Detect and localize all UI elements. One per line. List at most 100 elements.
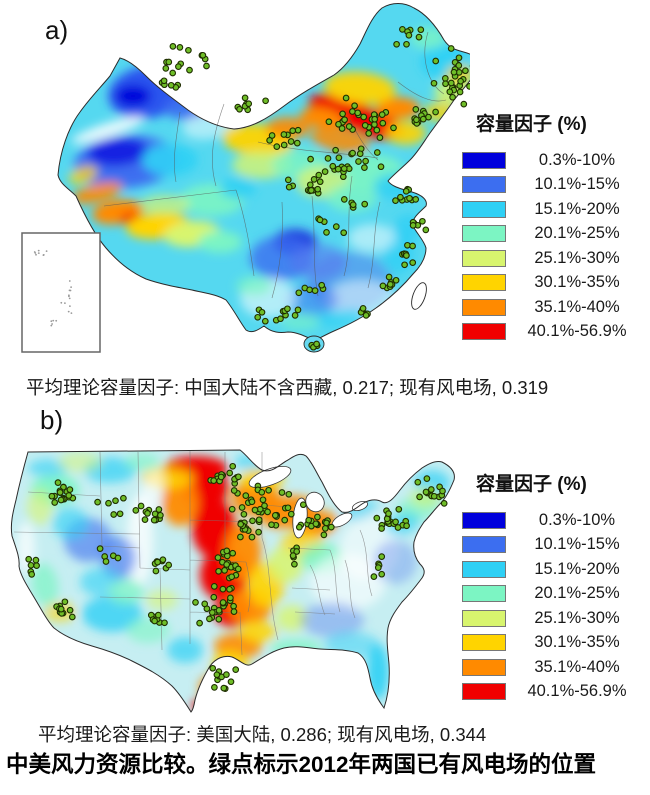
wind-farm-dot bbox=[242, 492, 250, 499]
wind-farm-dot bbox=[351, 102, 358, 110]
wind-farm-dot bbox=[226, 469, 234, 477]
legend-rows: 0.3%-10% 10.1%-15% 15.1%-20% 20.1%-25% 25.1%… bbox=[462, 148, 648, 344]
wind-farm-dot bbox=[415, 33, 423, 41]
capacity-factor-blob bbox=[115, 85, 151, 107]
wind-farm-dot bbox=[159, 556, 167, 564]
wind-farm-dot bbox=[211, 684, 218, 691]
legend-row: 30.1%-35% bbox=[462, 631, 648, 656]
wind-farm-dot bbox=[151, 617, 158, 625]
wind-farm-dot bbox=[223, 547, 231, 555]
wind-farm-dot bbox=[378, 111, 386, 118]
wind-farm-dot bbox=[323, 229, 330, 236]
wind-farm-dot bbox=[455, 62, 463, 69]
wind-farm-dot bbox=[334, 165, 342, 173]
wind-farm-dot bbox=[65, 492, 73, 499]
capacity-factor-blob bbox=[58, 452, 102, 472]
wind-farm-dot bbox=[285, 490, 293, 498]
legend-row: 15.1%-20% bbox=[462, 197, 648, 222]
wind-farm-dot bbox=[264, 508, 271, 516]
wind-farm-dot bbox=[379, 282, 387, 290]
legend-swatch bbox=[462, 511, 506, 529]
figure-title: 中美风力资源比较。绿点标示2012年两国已有风电场的位置 bbox=[6, 752, 597, 777]
capacity-factor-blob bbox=[348, 224, 396, 252]
wind-farm-dot bbox=[154, 611, 162, 619]
wind-farm-dot bbox=[460, 100, 468, 108]
legend-swatch bbox=[462, 585, 506, 603]
wind-farm-dot bbox=[321, 168, 329, 175]
wind-farm-dot bbox=[403, 40, 410, 48]
wind-farm-dot bbox=[447, 45, 455, 52]
wind-farm-dot bbox=[340, 165, 348, 172]
legend-swatch bbox=[462, 536, 506, 554]
legend-row: 35.1%-40% bbox=[462, 295, 648, 320]
inset-island-speck bbox=[50, 320, 53, 323]
wind-farm-dot bbox=[406, 194, 413, 202]
wind-farm-dot bbox=[240, 510, 248, 518]
wind-farm-dot bbox=[268, 521, 275, 529]
wind-farm-dot bbox=[167, 81, 175, 89]
inset-box bbox=[21, 232, 101, 353]
wind-farm-dot bbox=[359, 305, 367, 312]
wind-farm-dot bbox=[316, 178, 324, 186]
inset-island-speck bbox=[52, 319, 55, 322]
wind-farm-dot bbox=[385, 510, 392, 517]
wind-farm-dot bbox=[284, 305, 291, 313]
legend-label: 40.1%-56.9% bbox=[527, 322, 627, 341]
wind-farm-dot bbox=[116, 510, 124, 518]
wind-farm-dot bbox=[295, 523, 303, 531]
legend-swatch bbox=[462, 176, 506, 194]
wind-farm-dot bbox=[409, 222, 417, 229]
wind-farm-dot bbox=[457, 77, 464, 85]
wind-farm-dot bbox=[248, 498, 256, 506]
legend-label: 35.1%-40% bbox=[534, 657, 620, 676]
wind-farm-dot bbox=[412, 196, 420, 203]
caption-a: 平均理论容量因子: 中国大陆不含西藏, 0.217; 现有风电场, 0.319 bbox=[26, 377, 549, 398]
legend-title: 容量因子 (%) bbox=[476, 474, 587, 495]
wind-farm-dot bbox=[378, 570, 386, 578]
capacity-factor-blob bbox=[240, 621, 276, 643]
wind-farm-dot bbox=[102, 558, 110, 565]
wind-farm-dot bbox=[277, 315, 284, 323]
capacity-factor-blob bbox=[52, 507, 88, 539]
wind-farm-dot bbox=[294, 126, 302, 134]
china-outline bbox=[57, 3, 470, 342]
wind-farm-dot bbox=[362, 312, 370, 319]
legend-row: 25.1%-30% bbox=[462, 606, 648, 631]
legend-row: 20.1%-25% bbox=[462, 222, 648, 247]
capacity-factor-blob bbox=[68, 165, 98, 185]
capacity-factor-blob bbox=[71, 182, 123, 204]
wind-farm-dot bbox=[228, 573, 236, 581]
legend-swatch bbox=[462, 274, 506, 292]
legend-row: 40.1%-56.9% bbox=[462, 320, 648, 345]
wind-farm-dot bbox=[196, 619, 203, 627]
wind-farm-dot bbox=[405, 31, 413, 39]
wind-farm-dot bbox=[320, 531, 328, 539]
wind-farm-dot bbox=[265, 486, 272, 494]
wind-farm-dot bbox=[455, 54, 463, 62]
inset-island-speck bbox=[60, 301, 63, 304]
wind-farm-dot bbox=[401, 261, 408, 269]
wind-farm-dot bbox=[386, 281, 394, 288]
wind-farm-dot bbox=[175, 63, 182, 70]
wind-farm-dot bbox=[237, 520, 245, 528]
wind-farm-dot bbox=[223, 561, 231, 568]
wind-farm-dot bbox=[48, 492, 56, 500]
great-lakes bbox=[248, 465, 369, 539]
wind-farm-dot bbox=[169, 69, 177, 77]
legend-swatch bbox=[462, 200, 506, 218]
wind-farm-dot bbox=[339, 110, 346, 118]
wind-farm-dot bbox=[281, 516, 289, 524]
wind-farm-dot bbox=[312, 520, 320, 528]
legend-row: 0.3%-10% bbox=[462, 508, 648, 533]
capacity-factor-blob bbox=[146, 590, 178, 610]
wind-farm-dot bbox=[25, 555, 33, 563]
wind-farm-dot bbox=[314, 513, 321, 521]
wind-farm-dot bbox=[374, 564, 382, 571]
wind-farm-dot bbox=[165, 58, 173, 66]
legend-label: 30.1%-35% bbox=[534, 633, 620, 652]
wind-farm-dot bbox=[230, 602, 237, 610]
wind-farm-dot bbox=[259, 496, 267, 504]
capacity-factor-blob bbox=[31, 563, 59, 607]
legend-label: 10.1%-15% bbox=[534, 535, 620, 554]
